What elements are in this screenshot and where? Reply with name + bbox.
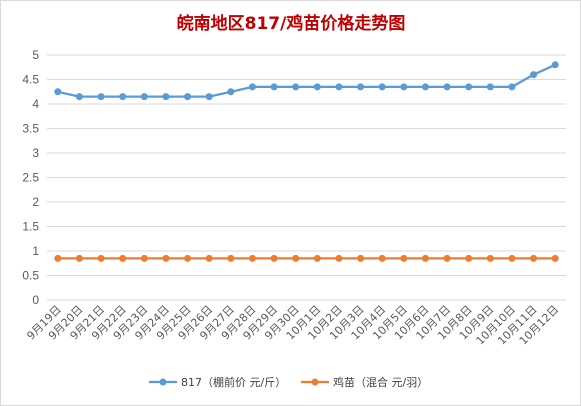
data-point xyxy=(530,71,538,79)
y-tick-label: 4 xyxy=(32,97,39,111)
data-point xyxy=(75,254,83,262)
data-point xyxy=(75,93,83,101)
data-point xyxy=(162,254,170,262)
data-point xyxy=(248,83,256,91)
y-tick-label: 2 xyxy=(32,195,39,209)
data-point xyxy=(508,254,516,262)
data-point xyxy=(205,254,213,262)
legend-swatch-marker xyxy=(311,378,319,386)
y-tick-label: 0 xyxy=(32,293,39,307)
y-axis-ticks: 0 0.5 1 1.5 2 2.5 3 3.5 4 4.5 5 xyxy=(22,48,39,307)
data-point xyxy=(378,254,386,262)
data-point xyxy=(508,83,516,91)
y-tick-label: 0.5 xyxy=(22,269,39,283)
data-point xyxy=(335,83,343,91)
y-tick-label: 5 xyxy=(32,48,39,62)
data-point xyxy=(227,88,235,96)
data-point xyxy=(162,93,170,101)
chart-title: 皖南地区817/鸡苗价格走势图 xyxy=(177,13,406,34)
data-point xyxy=(357,254,365,262)
legend-label: 817（棚前价 元/斤） xyxy=(181,375,286,389)
data-point xyxy=(551,61,559,69)
data-point xyxy=(400,83,408,91)
data-point xyxy=(443,83,451,91)
legend-swatch-marker xyxy=(159,378,167,386)
data-point xyxy=(313,83,321,91)
data-point xyxy=(270,83,278,91)
data-point xyxy=(227,254,235,262)
data-point xyxy=(421,254,429,262)
legend-label: 鸡苗（混合 元/羽） xyxy=(333,375,428,389)
data-point xyxy=(248,254,256,262)
y-tick-label: 4.5 xyxy=(22,73,39,87)
data-point xyxy=(357,83,365,91)
data-point xyxy=(421,83,429,91)
data-point xyxy=(551,254,559,262)
data-point xyxy=(465,83,473,91)
data-point xyxy=(140,93,148,101)
y-tick-label: 1 xyxy=(32,244,39,258)
data-point xyxy=(205,93,213,101)
data-point xyxy=(292,83,300,91)
y-tick-label: 3 xyxy=(32,146,39,160)
data-point xyxy=(400,254,408,262)
series-lines xyxy=(54,61,559,262)
data-point xyxy=(443,254,451,262)
data-point xyxy=(54,88,62,96)
data-point xyxy=(486,83,494,91)
y-tick-label: 3.5 xyxy=(22,122,39,136)
legend: 817（棚前价 元/斤） 鸡苗（混合 元/羽） xyxy=(149,375,428,389)
data-point xyxy=(335,254,343,262)
data-point xyxy=(465,254,473,262)
data-point xyxy=(184,93,192,101)
data-point xyxy=(184,254,192,262)
data-point xyxy=(119,254,127,262)
data-point xyxy=(313,254,321,262)
data-point xyxy=(378,83,386,91)
data-point xyxy=(530,254,538,262)
data-point xyxy=(119,93,127,101)
data-point xyxy=(140,254,148,262)
data-point xyxy=(292,254,300,262)
data-point xyxy=(270,254,278,262)
data-point xyxy=(97,254,105,262)
y-tick-label: 1.5 xyxy=(22,220,39,234)
gridlines xyxy=(47,54,566,301)
y-tick-label: 2.5 xyxy=(22,171,39,185)
data-point xyxy=(486,254,494,262)
data-point xyxy=(54,254,62,262)
data-point xyxy=(97,93,105,101)
series-line-0 xyxy=(57,63,556,98)
x-axis-ticks: 9月19日9月20日9月21日9月22日9月23日9月24日9月25日9月26日… xyxy=(24,303,561,348)
